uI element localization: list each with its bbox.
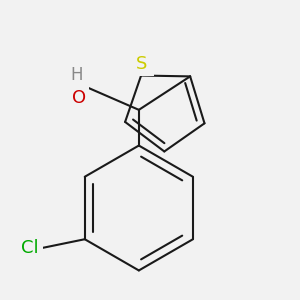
Text: H: H (70, 66, 83, 84)
Text: S: S (135, 55, 147, 73)
Text: O: O (72, 89, 86, 107)
Text: Cl: Cl (21, 239, 39, 257)
FancyBboxPatch shape (1, 235, 44, 262)
FancyBboxPatch shape (54, 73, 89, 101)
FancyBboxPatch shape (128, 53, 154, 76)
